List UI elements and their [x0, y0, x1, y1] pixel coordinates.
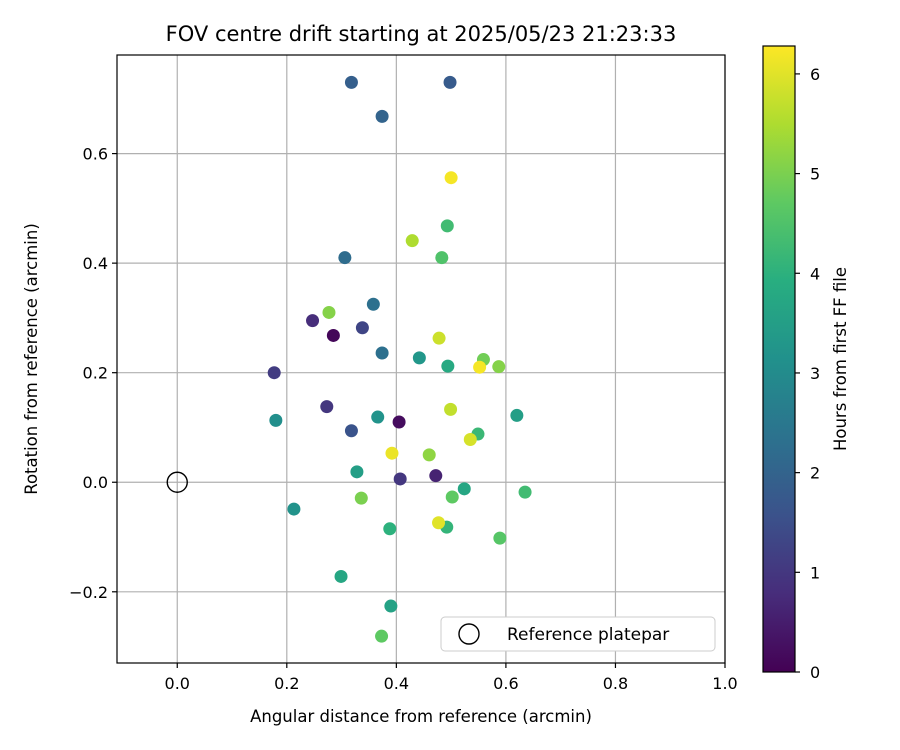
legend: Reference platepar — [440, 616, 716, 652]
data-point — [375, 346, 389, 360]
data-point — [326, 328, 340, 342]
data-points — [267, 75, 532, 643]
data-point — [350, 465, 364, 479]
data-point — [412, 351, 426, 365]
x-tick-label: 0.2 — [274, 674, 299, 693]
x-axis-label: Angular distance from reference (arcmin) — [250, 707, 592, 726]
x-tick-label: 0.0 — [165, 674, 190, 693]
legend-box — [440, 616, 716, 652]
data-point — [344, 75, 358, 89]
data-point — [375, 109, 389, 123]
data-point — [473, 360, 487, 374]
colorbar-gradient — [762, 45, 796, 673]
data-point — [445, 490, 459, 504]
data-point — [320, 400, 334, 414]
data-point — [384, 599, 398, 613]
colorbar-tick-label: 1 — [810, 563, 820, 582]
data-point — [435, 251, 449, 265]
colorbar-label: Hours from first FF file — [831, 267, 850, 451]
data-point — [463, 433, 477, 447]
data-point — [334, 569, 348, 583]
data-point — [444, 402, 458, 416]
data-point — [344, 424, 358, 438]
data-point — [385, 446, 399, 460]
data-point — [510, 408, 524, 422]
data-point — [492, 360, 506, 374]
data-point — [393, 472, 407, 486]
plot-frame — [116, 54, 726, 664]
reference-marker — [166, 471, 188, 493]
data-point — [338, 251, 352, 265]
x-tick-label: 1.0 — [712, 674, 737, 693]
data-point — [371, 410, 385, 424]
data-point — [429, 469, 443, 483]
data-point — [355, 321, 369, 335]
data-point — [457, 482, 471, 496]
y-axis-label: Rotation from reference (arcmin) — [22, 223, 41, 495]
data-point — [444, 171, 458, 185]
x-axis-ticks: 0.0 0.2 0.4 0.6 0.8 1.0 — [165, 663, 738, 693]
colorbar-tick-label: 2 — [810, 464, 820, 483]
y-axis-ticks: −0.2 0.0 0.2 0.4 0.6 — [69, 145, 117, 602]
chart-title: FOV centre drift starting at 2025/05/23 … — [166, 22, 677, 46]
data-point — [405, 234, 419, 248]
data-point — [354, 491, 368, 505]
y-tick-label: 0.4 — [83, 254, 108, 273]
data-point — [493, 531, 507, 545]
data-point — [441, 359, 455, 373]
data-point — [443, 75, 457, 89]
colorbar: 0 1 2 3 4 5 6 Hours from first FF file — [762, 45, 850, 682]
legend-reference-marker — [458, 623, 480, 645]
data-point — [267, 366, 281, 380]
data-point — [366, 297, 380, 311]
y-tick-label: 0.0 — [83, 473, 108, 492]
x-tick-label: 0.6 — [493, 674, 518, 693]
plot-area: 0.0 0.2 0.4 0.6 0.8 1.0 −0.2 0.0 0.2 0.4 0.6 — [69, 54, 738, 693]
colorbar-tick-label: 0 — [810, 663, 820, 682]
data-point — [432, 516, 446, 530]
colorbar-tick-label: 4 — [810, 264, 820, 283]
grid-lines — [117, 55, 726, 663]
y-tick-label: −0.2 — [69, 583, 108, 602]
legend-reference-label: Reference platepar — [507, 625, 669, 645]
data-point — [306, 314, 320, 328]
data-point — [375, 629, 389, 643]
x-tick-label: 0.4 — [384, 674, 409, 693]
colorbar-tick-label: 3 — [810, 364, 820, 383]
data-point — [440, 219, 454, 233]
y-tick-label: 0.6 — [83, 145, 108, 164]
colorbar-tick-label: 5 — [810, 165, 820, 184]
x-tick-label: 0.8 — [603, 674, 628, 693]
colorbar-tick-label: 6 — [810, 65, 820, 84]
data-point — [518, 485, 532, 499]
data-point — [392, 415, 406, 429]
data-point — [422, 448, 436, 462]
y-tick-label: 0.2 — [83, 364, 108, 383]
colorbar-ticks: 0 1 2 3 4 5 6 — [795, 65, 820, 682]
data-point — [383, 522, 397, 536]
data-point — [269, 413, 283, 427]
data-point — [287, 502, 301, 516]
data-point — [432, 331, 446, 345]
data-point — [322, 305, 336, 319]
